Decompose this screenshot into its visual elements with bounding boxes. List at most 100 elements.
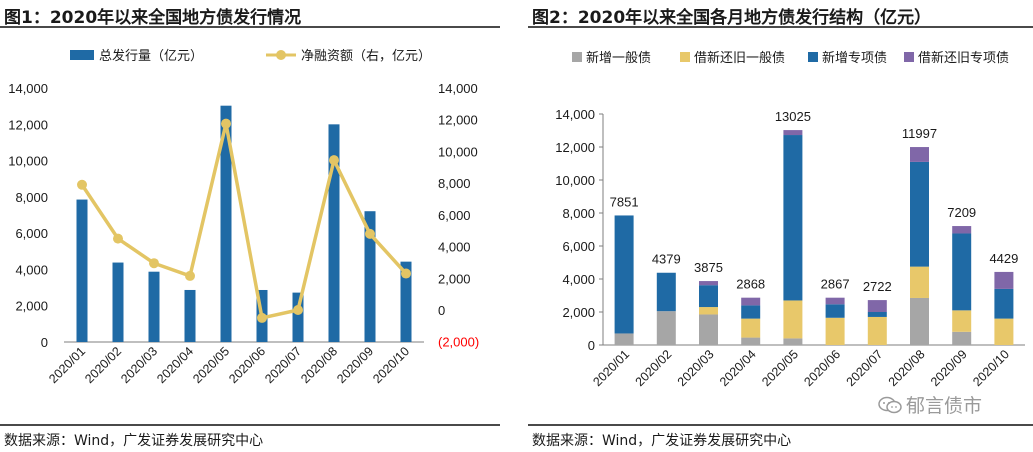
stacked-segment-新增一般债: [614, 333, 634, 345]
watermark: 郁言债市: [878, 391, 982, 418]
stacked-segment-新增专项债: [656, 272, 676, 312]
x-tick-label: 2020/08: [886, 347, 928, 389]
left-y-tick-label: 2,000: [15, 299, 48, 314]
bar-total-issuance: [184, 289, 196, 342]
stacked-segment-新增专项债: [783, 135, 803, 301]
stacked-segment-新增专项债: [910, 161, 929, 267]
y-tick-label: 2,000: [562, 305, 595, 320]
title-rule: [528, 26, 1033, 28]
legend-label: 新增一般债: [586, 50, 651, 65]
stacked-segment-新增一般债: [952, 331, 972, 345]
x-tick-label: 2020/04: [717, 347, 759, 389]
stacked-segment-新增专项债: [994, 288, 1014, 319]
stacked-segment-借新还旧一般债: [741, 318, 761, 338]
stacked-segment-借新还旧专项债: [699, 281, 718, 286]
net-financing-point: [293, 305, 303, 315]
net-financing-point: [401, 268, 411, 279]
title-rule: [0, 26, 500, 28]
left-y-tick-label: 12,000: [8, 117, 48, 132]
stacked-segment-新增一般债: [699, 314, 718, 345]
stacked-segment-借新还旧一般债: [867, 316, 887, 345]
stacked-segment-借新还旧一般债: [994, 318, 1014, 345]
stacked-segment-新增专项债: [867, 312, 887, 317]
source-rule: [0, 424, 500, 426]
stacked-segment-新增专项债: [699, 285, 718, 308]
y-tick-label: 6,000: [562, 239, 595, 254]
net-financing-point: [257, 312, 267, 323]
stacked-segment-借新还旧专项债: [825, 297, 845, 305]
legend-label: 借新还旧专项债: [918, 50, 1009, 65]
net-financing-point: [329, 155, 339, 166]
chart-1-canvas: 0 2,000 4,000 6,000 8,000 10,000 12,000 14,000 (…: [8, 48, 479, 386]
bar-total-issuance: [328, 124, 340, 342]
total-data-label: 4379: [652, 252, 681, 267]
left-y-tick-label: 10,000: [8, 154, 48, 169]
legend-swatch: [680, 52, 690, 62]
bar-total-issuance: [400, 261, 412, 342]
legend-swatch-marker: [276, 50, 286, 60]
x-tick-label: 2020/01: [590, 347, 632, 389]
x-tick-label: 2020/04: [154, 344, 196, 386]
bar-total-issuance: [220, 105, 232, 342]
chart-panel-1: 图1：2020年以来全国地方债发行情况 0 2,000 4,000 6,000 8,00…: [0, 0, 500, 452]
stacked-segment-新增专项债: [825, 304, 845, 318]
total-data-label: 2868: [736, 277, 765, 292]
y-tick-label: 0: [588, 338, 595, 353]
wechat-icon: [878, 396, 902, 414]
x-tick-label: 2020/10: [970, 347, 1012, 389]
total-data-label: 7209: [947, 205, 976, 220]
total-data-label: 11997: [902, 126, 937, 141]
right-y-tick-label: 12,000: [438, 113, 478, 128]
stacked-segment-新增专项债: [952, 233, 972, 311]
net-financing-point: [113, 233, 123, 244]
x-tick-label: 2020/05: [759, 347, 801, 389]
stacked-segment-新增一般债: [783, 338, 803, 345]
total-data-label: 3875: [694, 260, 723, 275]
bar-total-issuance: [364, 211, 376, 342]
right-y-tick-label: 8,000: [438, 176, 471, 191]
x-tick-label: 2020/07: [262, 344, 304, 386]
stacked-segment-借新还旧一般债: [952, 310, 972, 332]
left-y-tick-label: 0: [41, 335, 48, 350]
y-tick-label: 12,000: [555, 140, 595, 155]
x-tick-label: 2020/07: [844, 347, 886, 389]
stacked-segment-借新还旧专项债: [741, 297, 761, 306]
bar-total-issuance: [148, 271, 160, 342]
right-y-tick-label: 14,000: [438, 81, 478, 96]
left-y-tick-label: 6,000: [15, 226, 48, 241]
stacked-segment-新增一般债: [741, 337, 761, 345]
stacked-segment-借新还旧专项债: [994, 271, 1014, 289]
chart-title: 图1：2020年以来全国地方债发行情况: [4, 8, 302, 28]
source-note: 数据来源：Wind，广发证券发展研究中心: [4, 433, 264, 449]
net-financing-point: [149, 258, 159, 269]
chart-2-canvas: 0 2,000 4,000 6,000 8,000 10,000 12,000 14,000 7…: [555, 50, 1025, 389]
source-rule: [528, 424, 1033, 426]
legend-swatch: [572, 52, 582, 62]
legend-label: 借新还旧一般债: [694, 50, 785, 65]
total-data-label: 4429: [989, 251, 1018, 266]
total-data-label: 2722: [863, 279, 892, 294]
left-y-tick-label: 4,000: [15, 262, 48, 277]
stacked-segment-新增专项债: [741, 305, 761, 319]
stacked-segment-借新还旧专项债: [867, 300, 887, 312]
x-tick-label: 2020/03: [675, 347, 717, 389]
y-tick-label: 8,000: [562, 206, 595, 221]
source-note: 数据来源：Wind，广发证券发展研究中心: [532, 433, 792, 449]
total-data-label: 2867: [821, 277, 850, 292]
x-tick-label: 2020/03: [118, 344, 160, 386]
net-financing-line: [80, 123, 408, 321]
legend-label: 净融资额（右，亿元）: [301, 48, 431, 63]
stacked-segment-借新还旧专项债: [952, 226, 972, 234]
x-tick-label: 2020/08: [298, 344, 340, 386]
x-tick-label: 2020/06: [226, 344, 268, 386]
x-tick-label: 2020/05: [190, 344, 232, 386]
stacked-segment-借新还旧专项债: [910, 147, 929, 162]
x-tick-label: 2020/10: [370, 344, 412, 386]
net-financing-point: [185, 270, 195, 281]
bar-total-issuance: [292, 292, 304, 342]
y-tick-label: 10,000: [555, 173, 595, 188]
stacked-segment-借新还旧一般债: [699, 307, 718, 315]
stacked-segment-借新还旧专项债: [783, 130, 803, 136]
legend-swatch-bar: [70, 50, 94, 60]
right-y-tick-label: 6,000: [438, 208, 471, 223]
